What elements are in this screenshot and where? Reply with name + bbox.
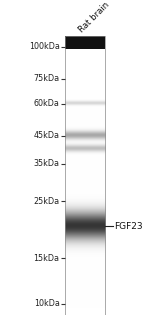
Text: 35kDa: 35kDa bbox=[34, 159, 60, 168]
Bar bbox=[65, 36, 105, 315]
Text: 45kDa: 45kDa bbox=[34, 131, 60, 140]
Text: 10kDa: 10kDa bbox=[34, 299, 60, 308]
Text: 75kDa: 75kDa bbox=[33, 74, 60, 83]
Bar bbox=[65, 36, 105, 315]
Text: Rat brain: Rat brain bbox=[77, 1, 111, 35]
Text: FGF23: FGF23 bbox=[114, 222, 143, 231]
Bar bbox=[65, 36, 105, 49]
Text: 60kDa: 60kDa bbox=[34, 99, 60, 108]
Text: 15kDa: 15kDa bbox=[34, 254, 60, 263]
Text: 100kDa: 100kDa bbox=[29, 42, 60, 51]
Text: 25kDa: 25kDa bbox=[33, 197, 60, 206]
